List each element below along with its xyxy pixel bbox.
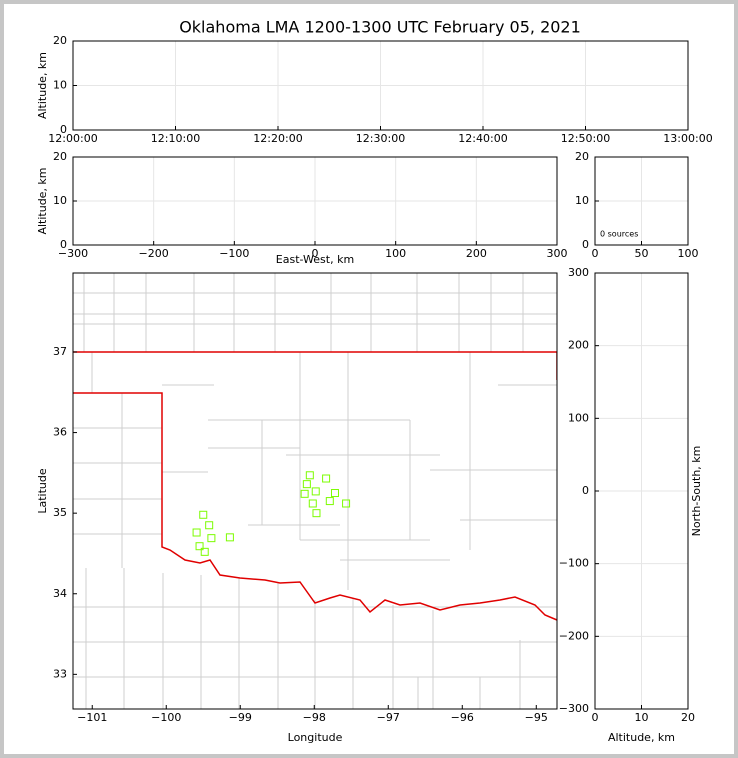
- x-tick-label: 100: [385, 247, 406, 260]
- plot-frame: [72, 40, 689, 131]
- x-tick-label: −99: [229, 711, 252, 724]
- annotation: 0 sources: [600, 230, 638, 239]
- y-tick-label: 20: [53, 150, 67, 163]
- data-point: [192, 528, 201, 537]
- data-point: [312, 509, 321, 518]
- chart-title: Oklahoma LMA 1200-1300 UTC February 05, …: [179, 18, 581, 37]
- x-tick-label: −100: [219, 247, 249, 260]
- data-point: [200, 547, 209, 556]
- y-tick-label: 36: [53, 426, 67, 439]
- x-tick-label: 0: [592, 711, 599, 724]
- x-tick-label: 10: [635, 711, 649, 724]
- x-tick-label: −95: [525, 711, 548, 724]
- x-tick-label: −100: [151, 711, 181, 724]
- y-tick-label: 20: [575, 150, 589, 163]
- x-tick-label: 200: [466, 247, 487, 260]
- y-tick-label: 33: [53, 667, 67, 680]
- y-tick-label: 0: [582, 238, 589, 251]
- x-tick-label: 12:40:00: [458, 132, 507, 145]
- data-point: [342, 499, 351, 508]
- data-point: [205, 521, 214, 530]
- data-point: [195, 542, 204, 551]
- x-tick-label: −98: [303, 711, 326, 724]
- y-tick-label: 20: [53, 34, 67, 47]
- y-tick-label: 35: [53, 506, 67, 519]
- data-point: [300, 489, 309, 498]
- x-tick-label: 12:00:00: [48, 132, 97, 145]
- data-point: [302, 480, 311, 489]
- y-tick-label: 34: [53, 587, 67, 600]
- data-point: [305, 471, 314, 480]
- x-tick-label: 100: [678, 247, 699, 260]
- data-point: [308, 499, 317, 508]
- y-tick-label: 0: [582, 484, 589, 497]
- y-tick-label: 37: [53, 345, 67, 358]
- data-point: [325, 497, 334, 506]
- y-tick-label: 10: [575, 194, 589, 207]
- y-tick-label: −300: [559, 702, 589, 715]
- x-tick-label: −101: [77, 711, 107, 724]
- y-tick-label: 300: [568, 266, 589, 279]
- x-tick-label: 12:50:00: [561, 132, 610, 145]
- y-tick-label: 10: [53, 194, 67, 207]
- x-tick-label: 12:30:00: [356, 132, 405, 145]
- state-border: [73, 351, 557, 621]
- x-tick-label: 20: [681, 711, 695, 724]
- x-tick-label: 12:10:00: [151, 132, 200, 145]
- map: [73, 273, 557, 709]
- plot-frame: [72, 272, 558, 710]
- y-axis-label: Altitude, km: [36, 52, 49, 119]
- x-axis-label: Longitude: [288, 731, 343, 744]
- data-point: [322, 474, 331, 483]
- y-axis-label: Altitude, km: [36, 167, 49, 234]
- plot-frame: [594, 156, 689, 246]
- x-tick-label: 12:20:00: [253, 132, 302, 145]
- x-tick-label: 0: [592, 247, 599, 260]
- county-lines: [73, 273, 557, 709]
- y-axis-label: North-South, km: [690, 446, 703, 537]
- y-tick-label: 200: [568, 339, 589, 352]
- data-point: [311, 487, 320, 496]
- y-tick-label: 0: [60, 238, 67, 251]
- plot-frame: [594, 272, 689, 710]
- x-tick-label: −300: [58, 247, 88, 260]
- data-point: [207, 534, 216, 543]
- x-tick-label: −200: [139, 247, 169, 260]
- y-tick-label: −200: [559, 629, 589, 642]
- plot-frame: [72, 156, 558, 246]
- data-point: [225, 533, 234, 542]
- y-tick-label: 10: [53, 79, 67, 92]
- data-point: [330, 489, 339, 498]
- y-axis-label: Latitude: [36, 468, 49, 514]
- y-tick-label: −100: [559, 557, 589, 570]
- y-tick-label: 0: [60, 123, 67, 136]
- x-tick-label: −97: [377, 711, 400, 724]
- x-axis-label: East-West, km: [276, 253, 354, 266]
- x-tick-label: 300: [547, 247, 568, 260]
- x-tick-label: 0: [312, 247, 319, 260]
- x-tick-label: −96: [451, 711, 474, 724]
- y-tick-label: 100: [568, 411, 589, 424]
- x-tick-label: 13:00:00: [663, 132, 712, 145]
- x-axis-label: Altitude, km: [608, 731, 675, 744]
- data-point: [199, 510, 208, 519]
- x-tick-label: 50: [635, 247, 649, 260]
